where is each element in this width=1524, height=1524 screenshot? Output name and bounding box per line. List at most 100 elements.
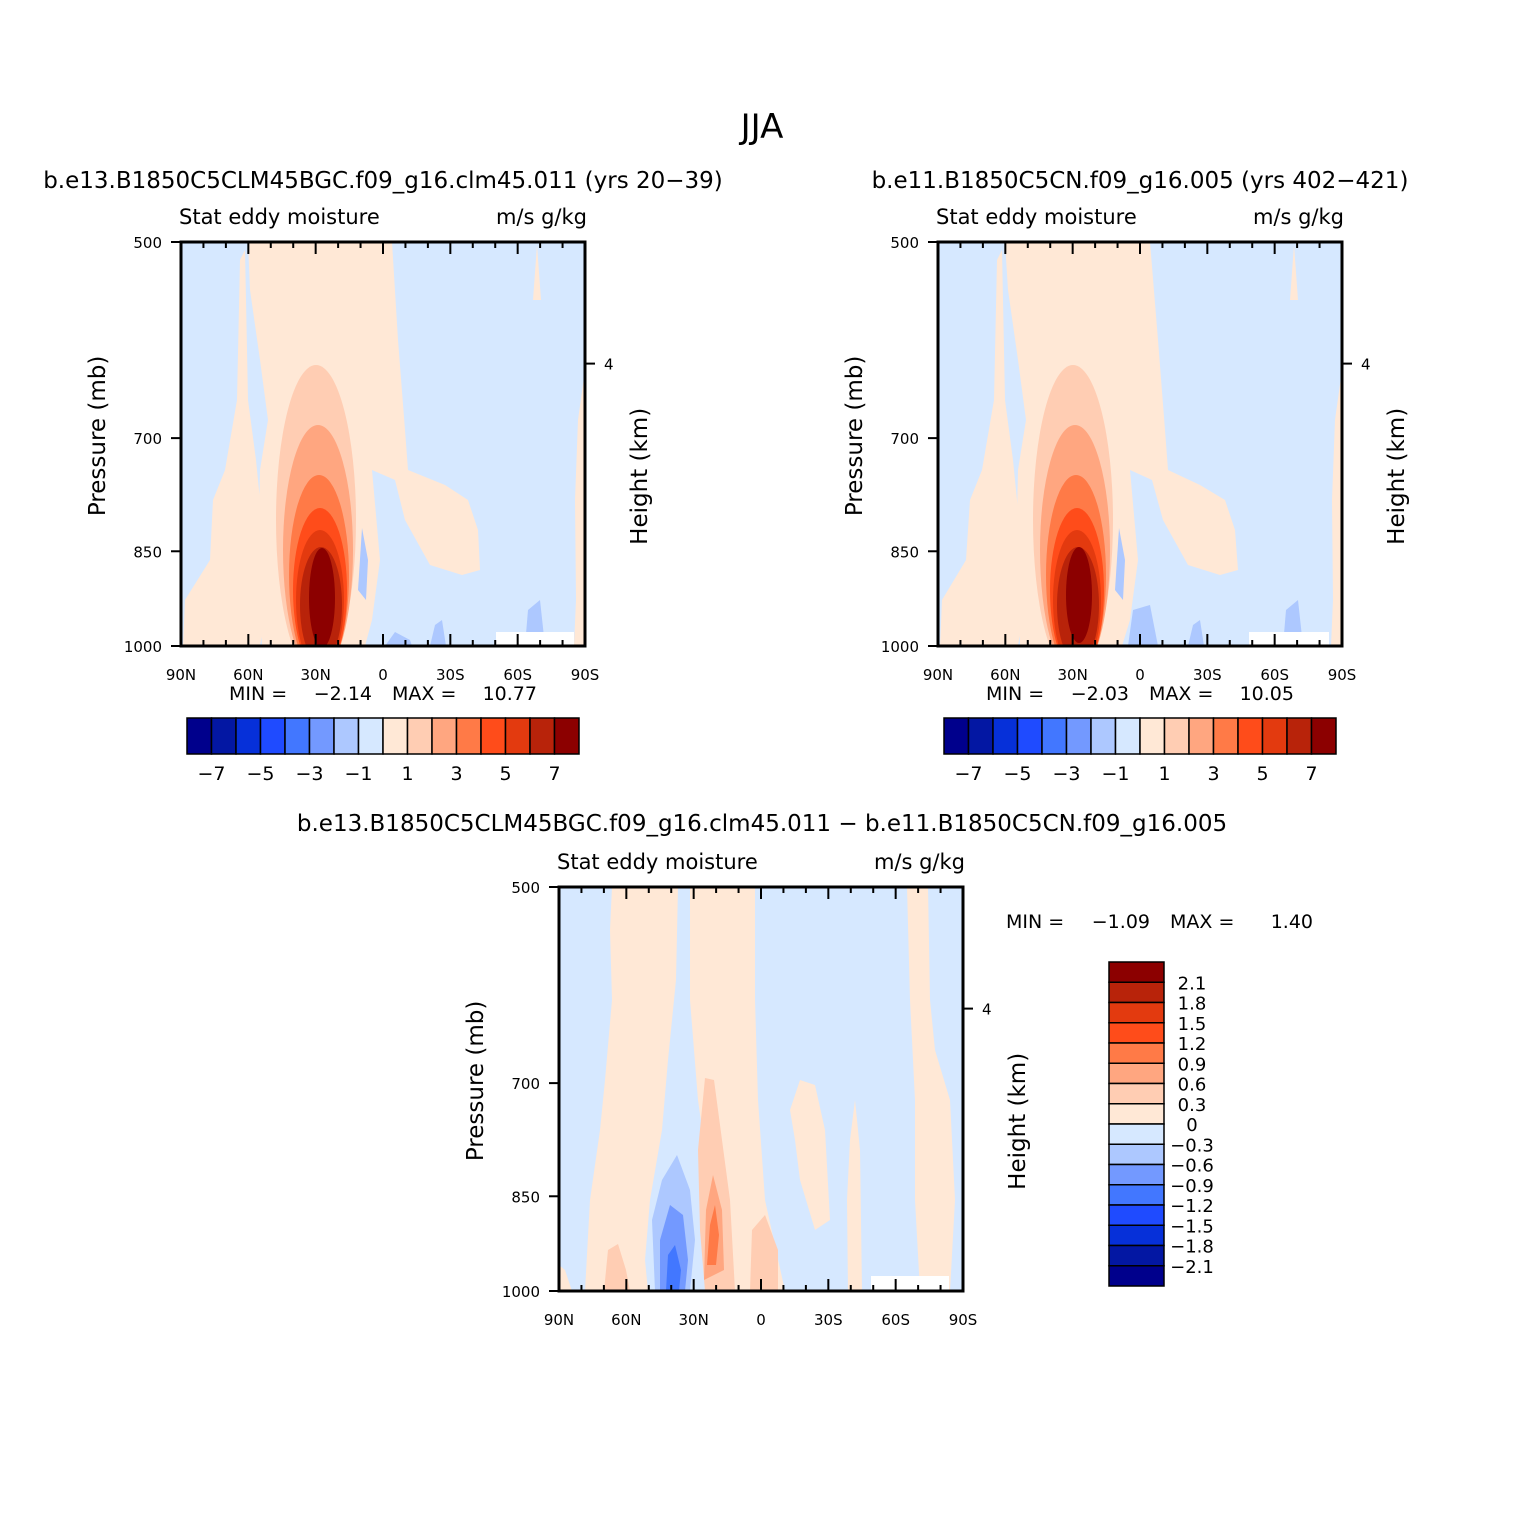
x-tick-label: 0 <box>378 666 388 684</box>
panel-2-contour-fill <box>938 242 1342 646</box>
y-tick-label: 1000 <box>502 1283 540 1301</box>
colorbar-swatch <box>553 717 580 755</box>
y-tick-label: 700 <box>133 430 162 448</box>
panel-2-min-text: MIN = <box>986 683 1044 705</box>
y-tick-label: 500 <box>133 234 162 252</box>
panel-1-south-positive-sliver <box>533 245 541 300</box>
colorbar-swatch <box>259 717 286 755</box>
colorbar-swatch <box>1108 1022 1165 1044</box>
colorbar-swatch <box>1261 717 1288 755</box>
y-tick-label: 850 <box>511 1188 540 1206</box>
colorbar-label: 1.2 <box>1178 1034 1207 1055</box>
y-axis-title: Pressure (mb) <box>842 356 868 516</box>
colorbar-label: −0.3 <box>1170 1135 1214 1156</box>
panel-3-negative-lobe-core <box>666 1245 681 1291</box>
colorbar-swatch <box>1108 1163 1165 1186</box>
panel-1-min-text: MIN = <box>229 683 287 705</box>
y-tick-label: 1000 <box>881 638 919 656</box>
colorbar-label: 1.8 <box>1178 994 1207 1015</box>
panel-2-colorbar: −7 −5 −3 −1 1 3 5 7 <box>943 717 1337 785</box>
x-tick-label: 60N <box>990 666 1020 684</box>
panel-3-positive-edge-90n <box>559 1265 572 1291</box>
panel-3-positive-jet-core <box>707 1205 719 1265</box>
colorbar-label: 1.5 <box>1178 1014 1207 1035</box>
panel-1-right-label: m/s g/kg <box>496 205 587 229</box>
panel-2-axes: 90N 60N 30N 0 30S 60S 90S 500 700 850 1000 4 Pressur… <box>842 234 1410 684</box>
y-axis-title: Pressure (mb) <box>85 356 111 516</box>
x-tick-label: 90N <box>544 1311 574 1329</box>
panel-1-negative-core-b <box>430 620 446 646</box>
colorbar-label: 2.1 <box>1178 973 1207 994</box>
x-tick-label: 30N <box>301 666 331 684</box>
colorbar-swatch <box>1139 717 1166 755</box>
colorbar-swatch <box>1163 717 1190 755</box>
colorbar-swatch <box>455 717 482 755</box>
y-tick-label: 1000 <box>124 638 162 656</box>
colorbar-swatch <box>1108 1224 1165 1247</box>
panel-2-max-value: 10.05 <box>1240 683 1294 705</box>
colorbar-swatch <box>406 717 433 755</box>
colorbar-swatch <box>967 717 994 755</box>
panel-3-positive-patch-10s <box>750 1215 778 1291</box>
y2-axis-title: Height (km) <box>1005 1053 1031 1190</box>
panel-3-colorbar: 2.11.81.51.20.90.60.30−0.3−0.6−0.9−1.2−1… <box>1108 961 1214 1287</box>
y2-axis-title: Height (km) <box>1384 408 1410 545</box>
panel-2-left-label: Stat eddy moisture <box>936 205 1137 229</box>
panel-1-max-text: MAX = <box>392 683 456 705</box>
colorbar-swatch <box>1108 1184 1165 1206</box>
x-tick-label: 30S <box>814 1311 843 1329</box>
colorbar-swatch <box>1108 1001 1165 1024</box>
panel-2-negative-core-b <box>1188 620 1204 646</box>
panel-2-title: b.e11.B1850C5CN.f09_g16.005 (yrs 402−421… <box>872 168 1409 194</box>
x-tick-label: 0 <box>1135 666 1145 684</box>
x-tick-label: 30N <box>679 1311 709 1329</box>
colorbar-label: −2.1 <box>1170 1257 1214 1278</box>
panel-2-topography-mask <box>1249 632 1329 646</box>
colorbar-label: 0.6 <box>1178 1075 1207 1096</box>
y-tick-label: 700 <box>890 430 919 448</box>
colorbar-label: −1.5 <box>1170 1216 1214 1237</box>
panel-3-max-value: 1.40 <box>1271 911 1313 933</box>
colorbar-label: 1 <box>1158 763 1170 785</box>
colorbar-swatch <box>480 717 507 755</box>
colorbar-swatch <box>1108 981 1165 1004</box>
panel-3-contour-fill <box>559 887 963 1291</box>
x-tick-label: 90S <box>949 1311 978 1329</box>
y-tick-label: 850 <box>133 543 162 561</box>
colorbar-swatch <box>431 717 458 755</box>
colorbar-swatch <box>1108 1265 1165 1287</box>
colorbar-swatch <box>1286 717 1313 755</box>
colorbar-label: 0.3 <box>1178 1095 1207 1116</box>
colorbar-label: −0.9 <box>1170 1176 1214 1197</box>
y-tick-label: 500 <box>890 234 919 252</box>
panel-2-negative-core-a <box>1115 528 1125 600</box>
colorbar-swatch <box>1090 717 1117 755</box>
y-tick-label: 850 <box>890 543 919 561</box>
colorbar-label: −7 <box>954 763 982 785</box>
colorbar-swatch <box>1108 1042 1165 1064</box>
colorbar-swatch <box>1108 961 1165 983</box>
colorbar-label: 5 <box>1256 763 1268 785</box>
panel-1: b.e13.B1850C5CLM45BGC.f09_g16.clm45.011 … <box>43 168 723 785</box>
panel-2-right-label: m/s g/kg <box>1253 205 1344 229</box>
colorbar-swatch <box>308 717 335 755</box>
colorbar-label: −5 <box>246 763 274 785</box>
y2-tick-label: 4 <box>604 356 614 374</box>
x-tick-label: 30N <box>1058 666 1088 684</box>
colorbar-swatch <box>357 717 384 755</box>
colorbar-swatch <box>1041 717 1068 755</box>
colorbar-swatch <box>992 717 1019 755</box>
x-tick-label: 90S <box>571 666 600 684</box>
panel-3-positive-strip-90s <box>907 887 955 1291</box>
colorbar-label: 5 <box>499 763 511 785</box>
colorbar-label: 3 <box>1207 763 1219 785</box>
panel-3-left-label: Stat eddy moisture <box>557 850 758 874</box>
panel-3-min-value: −1.09 <box>1092 911 1150 933</box>
colorbar-label: −1.8 <box>1170 1237 1214 1258</box>
colorbar-label: 1 <box>401 763 413 785</box>
x-tick-label: 90N <box>166 666 196 684</box>
panel-2-jet-core <box>1066 547 1092 643</box>
y-tick-label: 700 <box>511 1075 540 1093</box>
colorbar-swatch <box>1065 717 1092 755</box>
panel-2-south-edge-positive <box>1331 370 1342 646</box>
